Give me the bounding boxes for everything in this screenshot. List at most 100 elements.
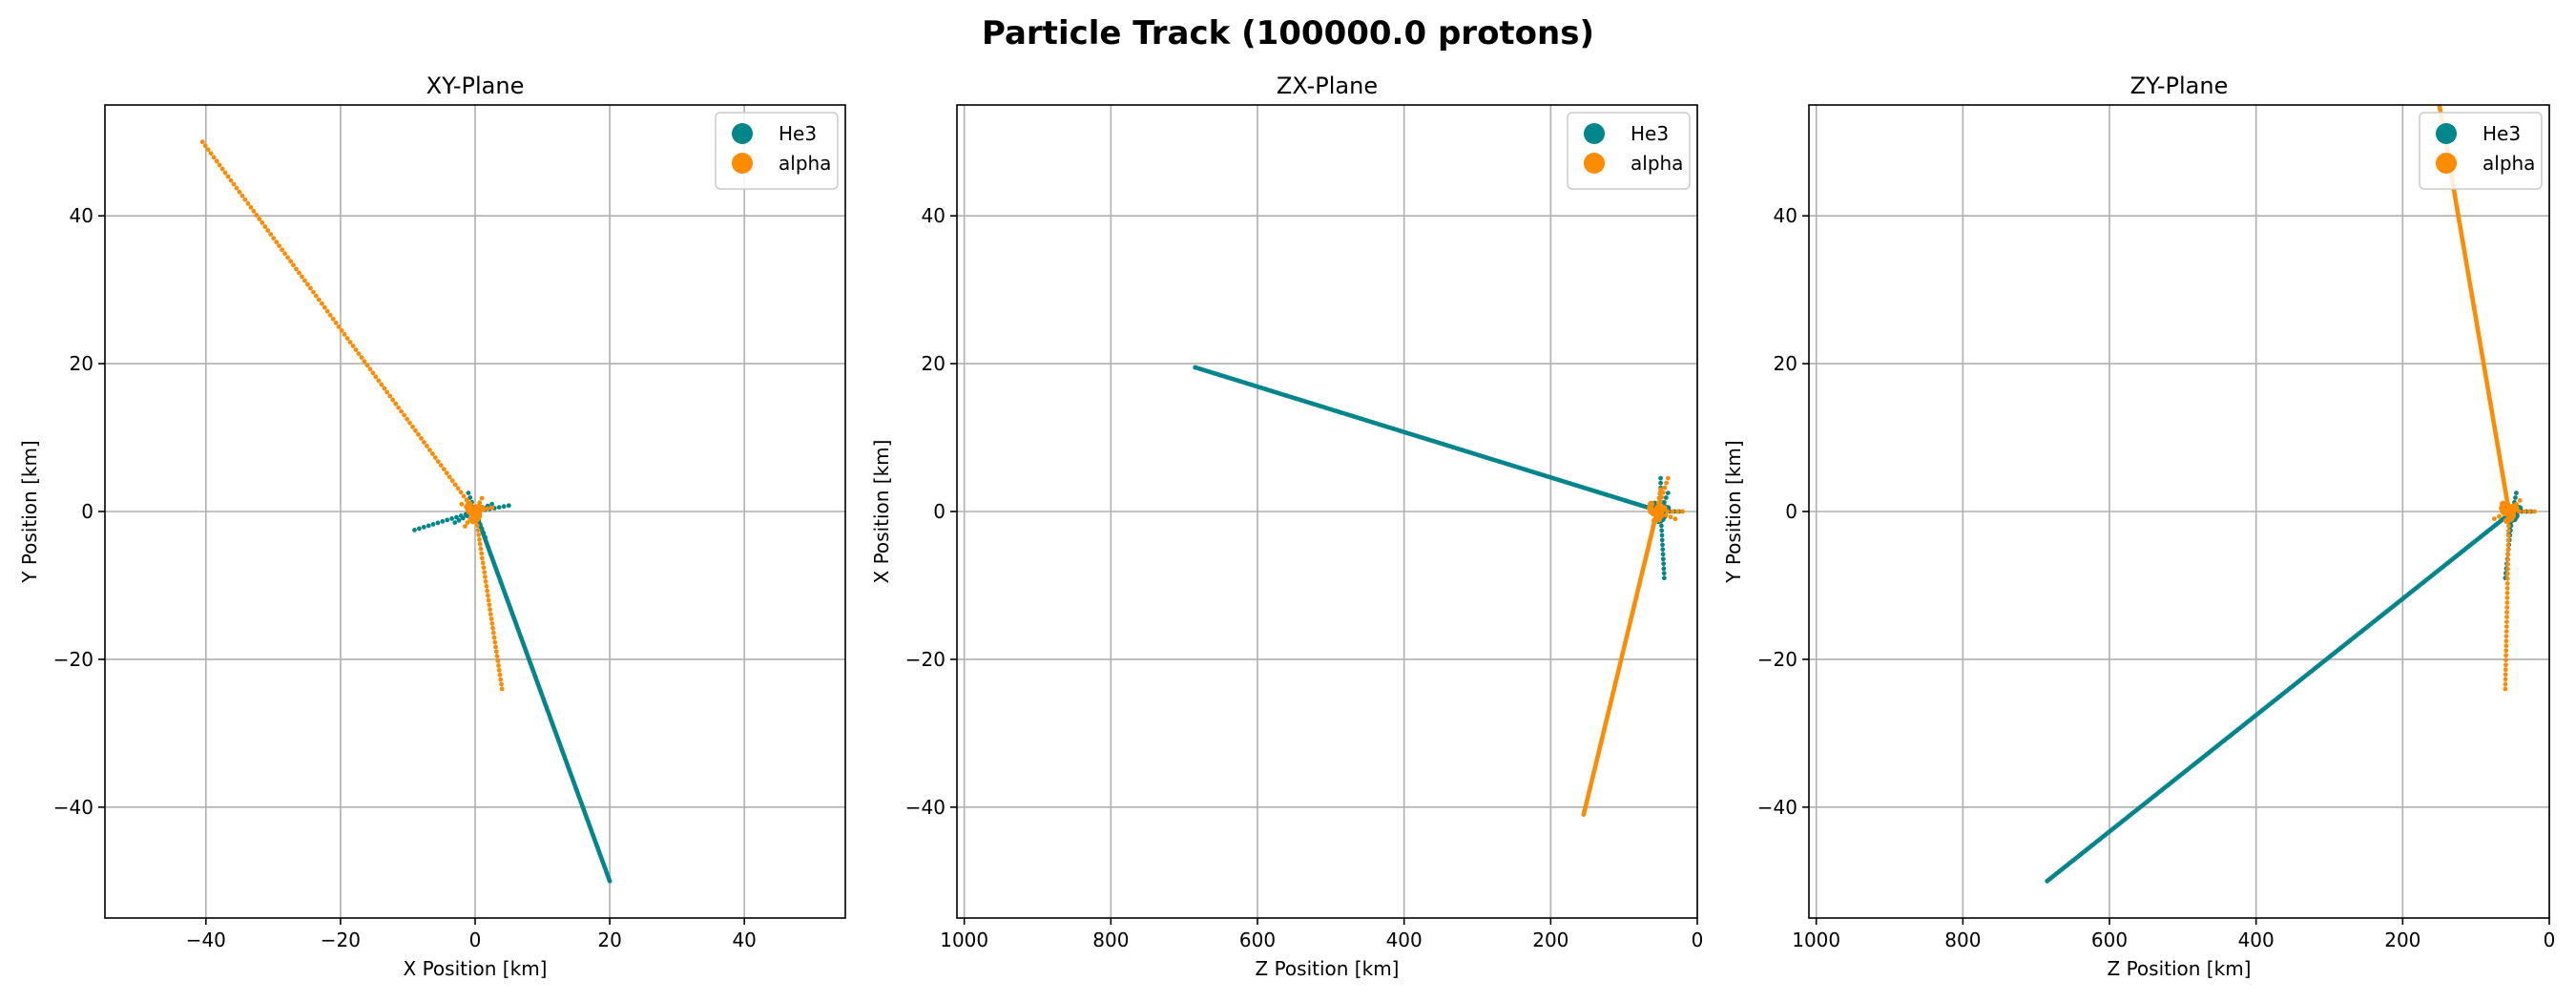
data-point-alpha — [419, 436, 424, 441]
data-point-He3 — [1661, 571, 1667, 576]
data-point-alpha — [2505, 537, 2511, 543]
legend-marker — [732, 153, 753, 174]
data-point-He3 — [454, 514, 459, 520]
data-point-alpha — [2522, 509, 2527, 514]
data-point-alpha — [390, 397, 396, 403]
data-point-alpha — [461, 493, 467, 499]
data-point-He3 — [1659, 532, 1665, 538]
data-point-alpha — [2504, 581, 2510, 586]
data-point-alpha — [449, 478, 455, 484]
data-point-alpha — [402, 412, 406, 418]
data-point-alpha — [2503, 629, 2509, 634]
y-tick-label: −20 — [1757, 648, 1797, 671]
data-point-alpha — [239, 193, 245, 198]
data-point-alpha — [311, 289, 316, 295]
data-point-alpha — [2517, 498, 2523, 503]
data-point-alpha — [465, 520, 470, 525]
data-point-alpha — [487, 602, 492, 608]
data-point-He3 — [1661, 561, 1666, 567]
data-point-alpha — [497, 672, 503, 678]
data-point-alpha — [2505, 566, 2510, 572]
data-point-alpha — [285, 255, 290, 261]
y-axis-label: Y Position [km] — [1722, 440, 1745, 583]
data-point-alpha — [2503, 653, 2509, 658]
data-point-alpha — [2504, 615, 2509, 619]
data-point-alpha — [265, 228, 271, 233]
data-point-alpha — [481, 565, 487, 571]
data-point-alpha — [2503, 634, 2509, 638]
data-point-alpha — [268, 232, 274, 237]
y-tick-label: 20 — [70, 352, 93, 375]
data-point-alpha — [288, 259, 293, 264]
data-point-alpha — [477, 537, 482, 542]
data-point-He3 — [2513, 495, 2518, 500]
data-point-alpha — [322, 304, 327, 310]
data-point-alpha — [477, 541, 483, 547]
x-tick-label: 400 — [1386, 929, 1423, 951]
data-point-alpha — [475, 528, 481, 532]
data-point-alpha — [2503, 624, 2509, 629]
data-point-He3 — [496, 505, 502, 510]
data-point-He3 — [2045, 878, 2050, 884]
data-point-alpha — [482, 570, 488, 574]
data-point-alpha — [294, 266, 299, 272]
data-point-alpha — [211, 155, 217, 160]
data-point-alpha — [466, 500, 473, 508]
data-point-alpha — [257, 217, 262, 221]
data-point-alpha — [2504, 586, 2510, 591]
data-point-alpha — [234, 185, 239, 191]
data-point-He3 — [440, 519, 446, 524]
data-point-alpha — [480, 560, 486, 566]
data-point-alpha — [413, 428, 418, 433]
data-point-alpha — [1662, 485, 1668, 491]
data-point-alpha — [2512, 505, 2520, 512]
data-point-alpha — [2503, 638, 2509, 644]
data-point-alpha — [344, 336, 350, 341]
data-point-alpha — [490, 630, 496, 636]
data-point-He3 — [449, 516, 454, 521]
data-point-alpha — [379, 382, 384, 387]
data-point-alpha — [2505, 528, 2511, 533]
data-point-He3 — [489, 501, 494, 507]
data-point-He3 — [1662, 575, 1667, 581]
data-point-alpha — [2503, 686, 2508, 692]
data-point-alpha — [1670, 509, 1675, 514]
data-point-alpha — [491, 635, 497, 640]
data-point-alpha — [330, 316, 336, 322]
data-point-alpha — [1680, 509, 1685, 514]
data-point-alpha — [300, 274, 304, 280]
data-point-He3 — [417, 526, 422, 532]
data-point-alpha — [499, 681, 504, 687]
data-point-alpha — [2504, 610, 2510, 615]
data-point-He3 — [2514, 491, 2519, 495]
legend-marker — [1584, 153, 1605, 174]
x-tick-label: 40 — [732, 929, 756, 951]
y-tick-label: −20 — [53, 648, 93, 671]
data-point-alpha — [447, 474, 452, 480]
data-point-alpha — [2504, 575, 2510, 581]
data-point-He3 — [483, 534, 488, 540]
data-point-alpha — [496, 663, 501, 668]
data-point-He3 — [479, 526, 485, 532]
data-point-alpha — [1663, 512, 1669, 518]
data-point-alpha — [493, 644, 498, 650]
data-point-alpha — [2505, 556, 2511, 562]
data-point-alpha — [396, 405, 401, 410]
data-point-alpha — [2505, 532, 2511, 538]
data-point-alpha — [274, 240, 280, 244]
data-point-alpha — [485, 588, 489, 594]
x-tick-label: 200 — [1532, 929, 1568, 951]
data-point-alpha — [489, 505, 494, 511]
data-point-alpha — [302, 278, 307, 283]
data-point-alpha — [248, 204, 254, 210]
data-point-alpha — [2504, 600, 2510, 605]
series-alpha — [2437, 105, 2538, 692]
series-alpha — [1581, 475, 1685, 817]
data-point-He3 — [481, 531, 487, 535]
data-point-He3 — [1663, 495, 1669, 500]
data-point-alpha — [2505, 552, 2511, 557]
data-point-alpha — [316, 297, 322, 303]
data-point-alpha — [313, 293, 319, 299]
y-axis-label: Y Position [km] — [18, 440, 41, 583]
data-point-He3 — [1660, 552, 1666, 557]
